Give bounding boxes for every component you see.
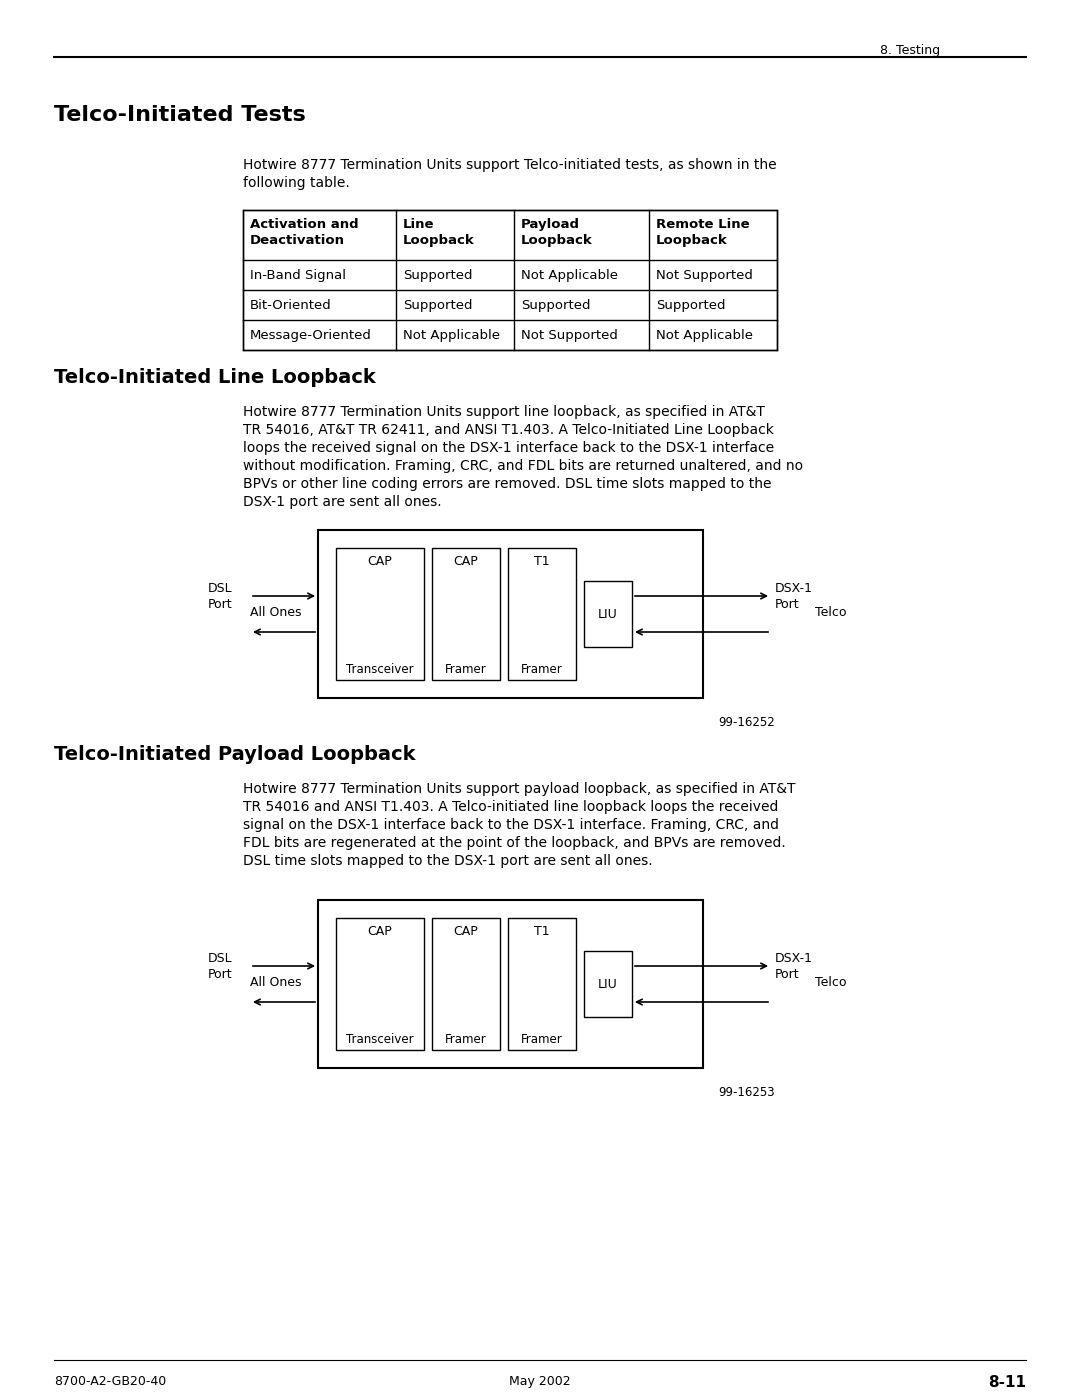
Text: DSL: DSL <box>208 583 232 595</box>
Text: Remote Line: Remote Line <box>656 218 750 231</box>
Text: DSX-1 port are sent all ones.: DSX-1 port are sent all ones. <box>243 495 442 509</box>
Bar <box>584 951 632 1017</box>
Text: Loopback: Loopback <box>521 235 593 247</box>
Text: TR 54016 and ANSI T1.403. A Telco-initiated line loopback loops the received: TR 54016 and ANSI T1.403. A Telco-initia… <box>243 800 779 814</box>
Text: Not Applicable: Not Applicable <box>656 330 753 342</box>
Text: BPVs or other line coding errors are removed. DSL time slots mapped to the: BPVs or other line coding errors are rem… <box>243 476 771 490</box>
Text: Not Applicable: Not Applicable <box>403 330 500 342</box>
Text: LIU: LIU <box>598 978 618 990</box>
Text: Telco-Initiated Tests: Telco-Initiated Tests <box>54 105 306 124</box>
Text: All Ones: All Ones <box>249 977 301 989</box>
Text: 8700-A2-GB20-40: 8700-A2-GB20-40 <box>54 1375 166 1389</box>
Bar <box>432 548 500 680</box>
Text: Port: Port <box>775 968 799 981</box>
Text: signal on the DSX-1 interface back to the DSX-1 interface. Framing, CRC, and: signal on the DSX-1 interface back to th… <box>243 819 779 833</box>
Text: Activation and: Activation and <box>249 218 359 231</box>
Text: Loopback: Loopback <box>403 235 475 247</box>
Text: CAP: CAP <box>454 925 478 937</box>
Bar <box>508 548 576 680</box>
Text: In-Band Signal: In-Band Signal <box>249 270 346 282</box>
Text: Hotwire 8777 Termination Units support line loopback, as specified in AT&T: Hotwire 8777 Termination Units support l… <box>243 405 765 419</box>
Text: 99-16252: 99-16252 <box>718 717 774 729</box>
Text: Telco: Telco <box>815 606 847 619</box>
Text: 8. Testing: 8. Testing <box>880 43 940 57</box>
Bar <box>508 918 576 1051</box>
Text: Payload: Payload <box>521 218 580 231</box>
Text: Not Applicable: Not Applicable <box>521 270 618 282</box>
Text: Loopback: Loopback <box>656 235 728 247</box>
Text: 99-16253: 99-16253 <box>718 1085 774 1099</box>
Text: following table.: following table. <box>243 176 350 190</box>
Text: Supported: Supported <box>521 299 591 312</box>
Bar <box>318 900 703 1067</box>
Text: Hotwire 8777 Termination Units support Telco-initiated tests, as shown in the: Hotwire 8777 Termination Units support T… <box>243 158 777 172</box>
Text: Port: Port <box>775 598 799 610</box>
Text: May 2002: May 2002 <box>509 1375 571 1389</box>
Text: Supported: Supported <box>656 299 726 312</box>
Text: Supported: Supported <box>403 270 473 282</box>
Text: DSL: DSL <box>208 951 232 965</box>
Text: Framer: Framer <box>522 664 563 676</box>
Text: without modification. Framing, CRC, and FDL bits are returned unaltered, and no: without modification. Framing, CRC, and … <box>243 460 804 474</box>
Text: CAP: CAP <box>367 925 392 937</box>
Bar <box>336 548 424 680</box>
Text: Message-Oriented: Message-Oriented <box>249 330 372 342</box>
Text: DSX-1: DSX-1 <box>775 583 813 595</box>
Text: LIU: LIU <box>598 608 618 620</box>
Text: Transceiver: Transceiver <box>347 664 414 676</box>
Text: Not Supported: Not Supported <box>521 330 618 342</box>
Bar <box>243 210 777 351</box>
Text: Not Supported: Not Supported <box>656 270 753 282</box>
Text: T1: T1 <box>535 555 550 569</box>
Bar <box>336 918 424 1051</box>
Text: T1: T1 <box>535 925 550 937</box>
Text: Supported: Supported <box>403 299 473 312</box>
Text: Transceiver: Transceiver <box>347 1032 414 1046</box>
Bar <box>318 529 703 698</box>
Bar <box>584 581 632 647</box>
Text: DSX-1: DSX-1 <box>775 951 813 965</box>
Text: Telco-Initiated Line Loopback: Telco-Initiated Line Loopback <box>54 367 376 387</box>
Text: Port: Port <box>208 968 232 981</box>
Text: Line: Line <box>403 218 434 231</box>
Bar <box>432 918 500 1051</box>
Text: Port: Port <box>208 598 232 610</box>
Text: Deactivation: Deactivation <box>249 235 345 247</box>
Text: FDL bits are regenerated at the point of the loopback, and BPVs are removed.: FDL bits are regenerated at the point of… <box>243 835 786 849</box>
Text: All Ones: All Ones <box>249 606 301 619</box>
Text: DSL time slots mapped to the DSX-1 port are sent all ones.: DSL time slots mapped to the DSX-1 port … <box>243 854 652 868</box>
Text: Framer: Framer <box>445 664 487 676</box>
Text: TR 54016, AT&T TR 62411, and ANSI T1.403. A Telco-Initiated Line Loopback: TR 54016, AT&T TR 62411, and ANSI T1.403… <box>243 423 774 437</box>
Text: Framer: Framer <box>522 1032 563 1046</box>
Text: Telco-Initiated Payload Loopback: Telco-Initiated Payload Loopback <box>54 745 416 764</box>
Text: Telco: Telco <box>815 977 847 989</box>
Text: CAP: CAP <box>454 555 478 569</box>
Text: 8-11: 8-11 <box>988 1375 1026 1390</box>
Text: loops the received signal on the DSX-1 interface back to the DSX-1 interface: loops the received signal on the DSX-1 i… <box>243 441 774 455</box>
Text: Framer: Framer <box>445 1032 487 1046</box>
Text: Bit-Oriented: Bit-Oriented <box>249 299 332 312</box>
Text: Hotwire 8777 Termination Units support payload loopback, as specified in AT&T: Hotwire 8777 Termination Units support p… <box>243 782 796 796</box>
Text: CAP: CAP <box>367 555 392 569</box>
